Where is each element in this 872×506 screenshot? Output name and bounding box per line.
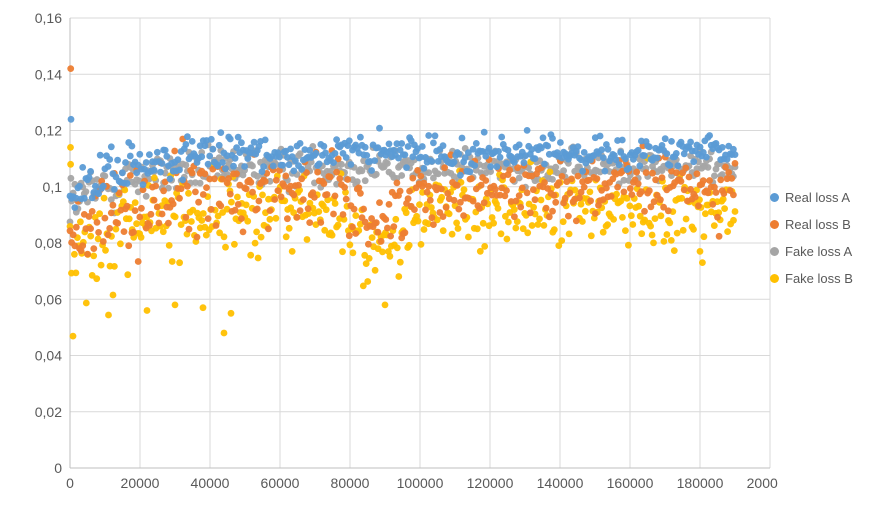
legend-item: Real loss A <box>770 190 870 205</box>
svg-text:0,08: 0,08 <box>35 235 62 251</box>
svg-text:120000: 120000 <box>467 475 514 491</box>
svg-text:0,14: 0,14 <box>35 66 62 82</box>
legend-label: Fake loss B <box>785 271 853 286</box>
legend-label: Real loss A <box>785 190 850 205</box>
svg-text:200000: 200000 <box>747 475 778 491</box>
svg-text:20000: 20000 <box>121 475 160 491</box>
loss-scatter-chart: 0 0,02 0,04 0,06 0,08 0,1 0,12 0,14 0,16 0 20000 40… <box>18 10 858 500</box>
svg-text:0,06: 0,06 <box>35 291 62 307</box>
svg-text:0: 0 <box>54 460 62 476</box>
legend-item: Fake loss A <box>770 244 870 259</box>
svg-text:160000: 160000 <box>607 475 654 491</box>
svg-text:0: 0 <box>66 475 74 491</box>
chart-legend: Real loss A Real loss B Fake loss A Fake lo… <box>770 190 870 298</box>
svg-text:0,02: 0,02 <box>35 404 62 420</box>
legend-marker <box>770 220 779 229</box>
legend-item: Real loss B <box>770 217 870 232</box>
legend-marker <box>770 193 779 202</box>
svg-text:40000: 40000 <box>191 475 230 491</box>
legend-label: Fake loss A <box>785 244 852 259</box>
svg-text:0,04: 0,04 <box>35 348 62 364</box>
svg-text:80000: 80000 <box>331 475 370 491</box>
legend-label: Real loss B <box>785 217 851 232</box>
svg-text:60000: 60000 <box>261 475 300 491</box>
svg-text:100000: 100000 <box>397 475 444 491</box>
svg-text:0,16: 0,16 <box>35 10 62 26</box>
svg-text:0,12: 0,12 <box>35 123 62 139</box>
chart-svg: 0 0,02 0,04 0,06 0,08 0,1 0,12 0,14 0,16 0 20000 40… <box>18 10 778 500</box>
legend-item: Fake loss B <box>770 271 870 286</box>
svg-text:140000: 140000 <box>537 475 584 491</box>
svg-text:180000: 180000 <box>677 475 724 491</box>
legend-marker <box>770 274 779 283</box>
svg-text:0,1: 0,1 <box>43 179 63 195</box>
legend-marker <box>770 247 779 256</box>
